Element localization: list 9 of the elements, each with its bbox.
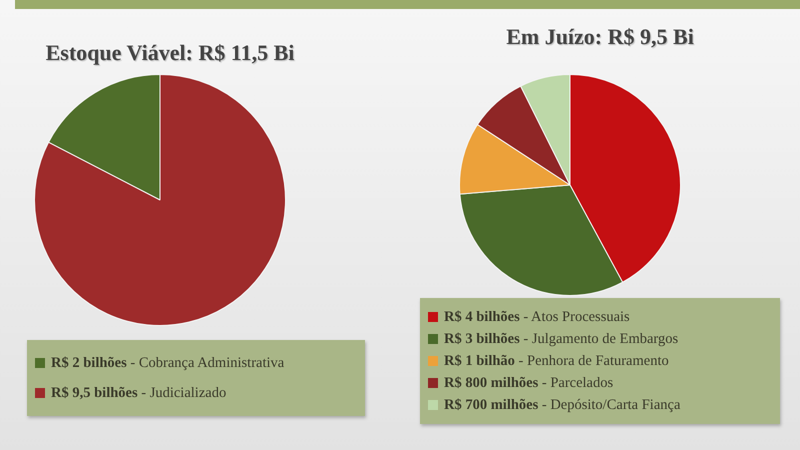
legend-label: R$ 1 bilhão - Penhora de Faturamento (444, 352, 669, 371)
legend-label: R$ 800 milhões - Parcelados (444, 374, 614, 393)
chart-title: Em Juízo: R$ 9,5 Bi (505, 24, 695, 50)
legend-label: R$ 9,5 bilhões - Judicializado (51, 384, 226, 403)
legend-label: R$ 3 bilhões - Julgamento de Embargos (444, 330, 678, 349)
legend-label: R$ 4 bilhões - Atos Processuais (444, 308, 630, 327)
chart-title: Estoque Viável: R$ 11,5 Bi (44, 40, 296, 66)
legend-label: R$ 700 milhões - Depósito/Carta Fiança (444, 396, 680, 415)
legend-label: R$ 2 bilhões - Cobrança Administrativa (51, 354, 284, 373)
